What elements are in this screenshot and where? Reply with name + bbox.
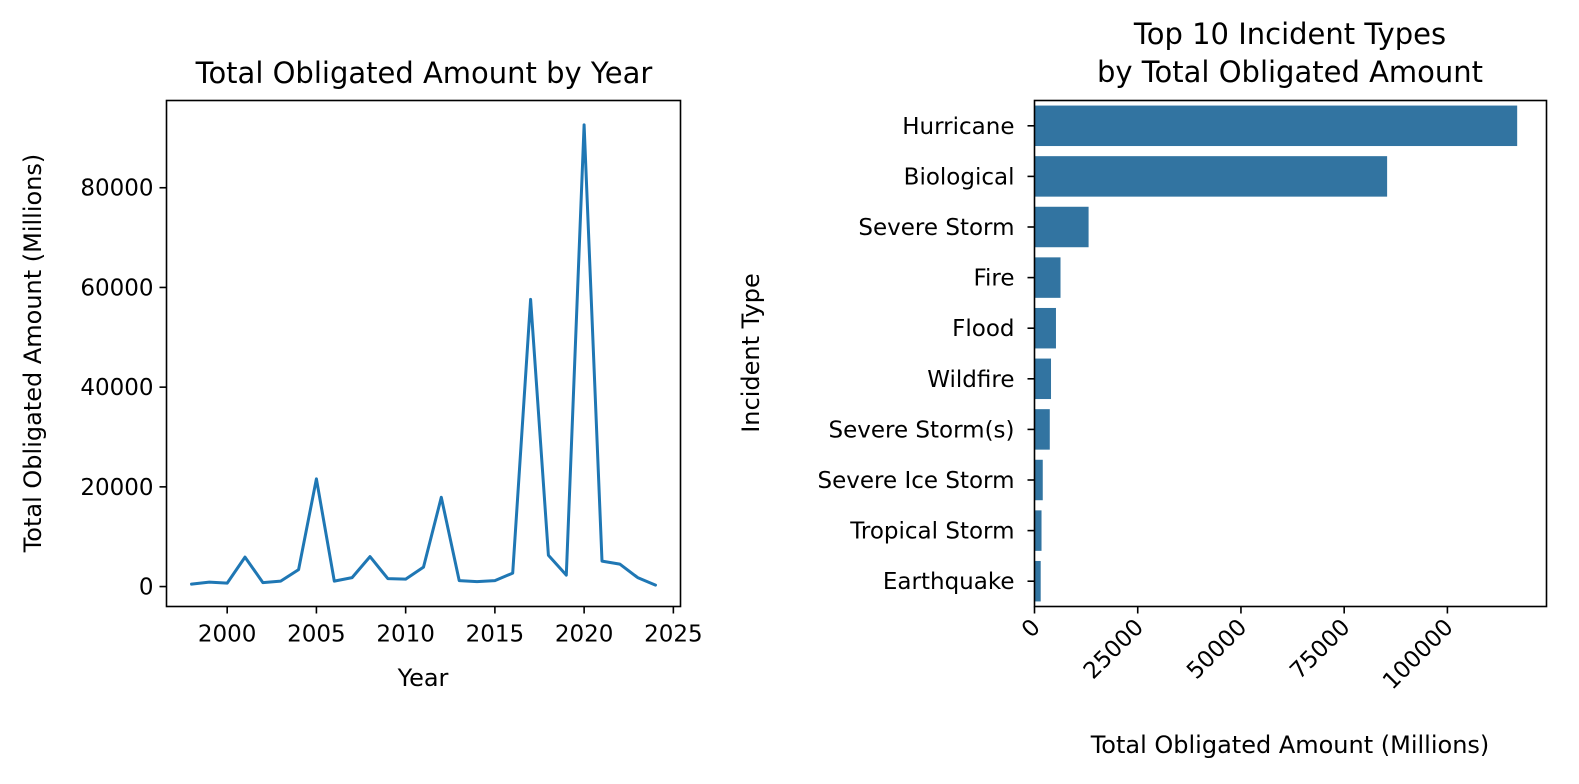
- category-label: Fire: [973, 266, 1014, 292]
- line-chart-frame: [165, 99, 682, 608]
- bar: [1034, 409, 1050, 450]
- category-label: Severe Ice Storm: [818, 468, 1015, 494]
- bar: [1034, 560, 1041, 602]
- bar: [1034, 459, 1043, 501]
- x-tick-label: 75000: [1285, 614, 1355, 684]
- category-label: Severe Storm: [858, 215, 1014, 241]
- x-tick-label: 100000: [1378, 614, 1458, 694]
- bar-chart-ticks: Hurricane Biological Severe Storm Fire Flood…: [818, 114, 1459, 695]
- line-chart-title: Total Obligated Amount by Year: [195, 56, 653, 90]
- bar: [1034, 257, 1061, 298]
- y-tick-label: 0: [139, 575, 154, 601]
- bar: [1034, 105, 1518, 147]
- category-label: Flood: [952, 316, 1014, 342]
- category-label: Hurricane: [902, 114, 1014, 140]
- x-tick-label: 0: [1017, 614, 1046, 643]
- bar-chart-xlabel: Total Obligated Amount (Millions): [1090, 731, 1490, 759]
- y-tick-label: 40000: [80, 375, 153, 401]
- x-tick-label: 50000: [1182, 614, 1252, 684]
- bar: [1034, 206, 1089, 248]
- line-series: [190, 123, 657, 587]
- line-chart-ticks: 2000 2005 2010 2015 2020 2025 0 20000 40000 60000…: [80, 176, 702, 648]
- y-tick-label: 80000: [80, 176, 153, 202]
- line-chart-xlabel: Year: [397, 664, 449, 692]
- category-label: Tropical Storm: [849, 519, 1014, 545]
- category-label: Earthquake: [883, 569, 1015, 595]
- x-tick-label: 2020: [555, 622, 614, 648]
- bar-chart-frame: [1033, 99, 1548, 608]
- x-tick-label: 2005: [287, 622, 346, 648]
- bar: [1034, 358, 1052, 400]
- bar-chart-ylabel: Incident Type: [737, 273, 765, 433]
- bar-series: [1034, 105, 1518, 602]
- x-tick-label: 2025: [644, 622, 703, 648]
- bar-chart-title-line2: by Total Obligated Amount: [1097, 55, 1483, 89]
- bar-chart-title-line1: Top 10 Incident Types: [1133, 17, 1446, 51]
- line-chart: Total Obligated Amount by Year 2000 2005 2…: [19, 56, 703, 692]
- category-label: Biological: [904, 164, 1015, 190]
- bar: [1034, 510, 1042, 551]
- y-tick-label: 20000: [80, 475, 153, 501]
- bar: [1034, 307, 1056, 349]
- bar: [1034, 156, 1388, 197]
- x-tick-label: 2015: [466, 622, 525, 648]
- line-chart-ylabel: Total Obligated Amount (Millions): [19, 154, 47, 554]
- x-tick-label: 2010: [376, 622, 435, 648]
- category-label: Wildfire: [927, 367, 1014, 393]
- bar-chart: Top 10 Incident Types by Total Obligated…: [737, 17, 1548, 759]
- category-label: Severe Storm(s): [829, 417, 1015, 443]
- x-tick-label: 25000: [1079, 614, 1149, 684]
- x-tick-label: 2000: [198, 622, 257, 648]
- y-tick-label: 60000: [80, 275, 153, 301]
